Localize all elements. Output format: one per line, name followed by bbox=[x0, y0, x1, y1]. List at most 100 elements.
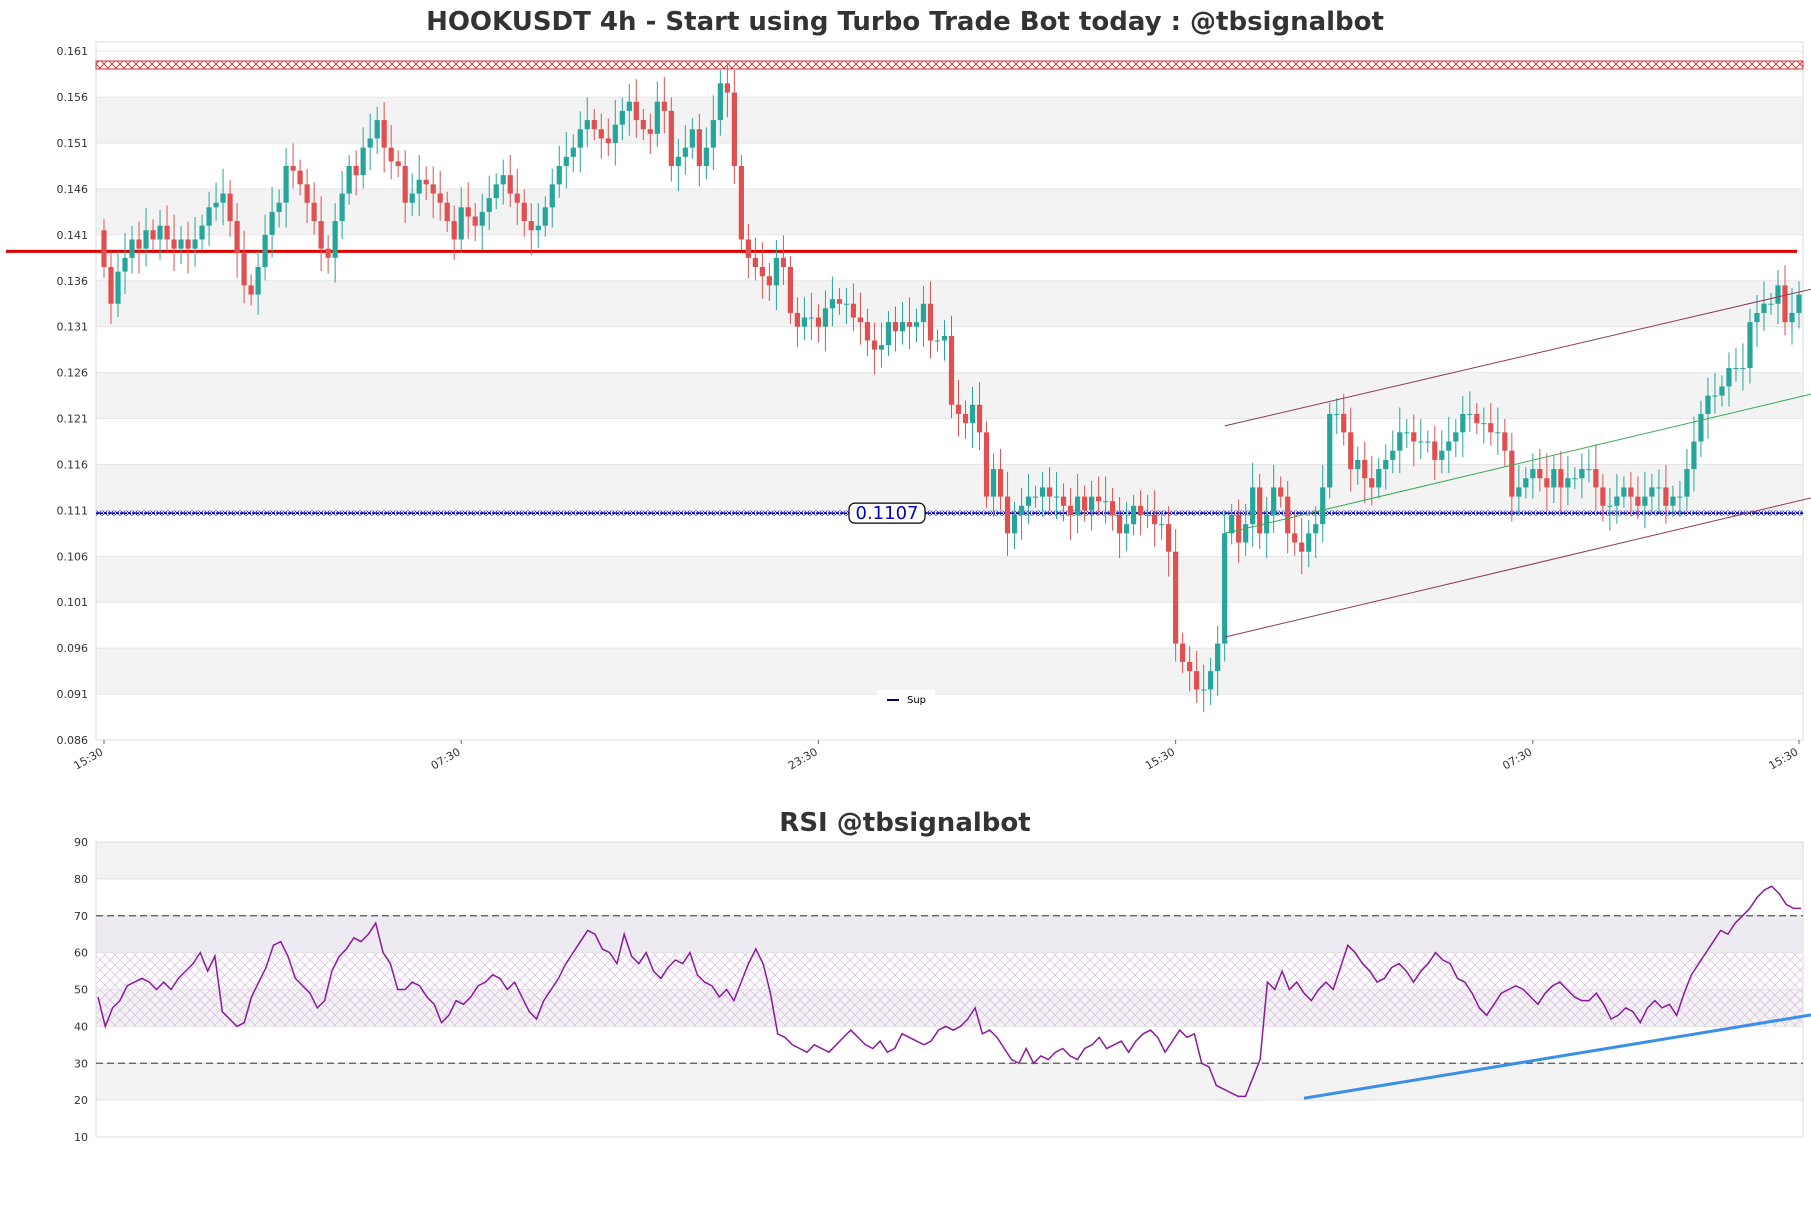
candle bbox=[1558, 451, 1564, 513]
candle-body bbox=[367, 138, 373, 148]
candle bbox=[1355, 446, 1361, 485]
candle bbox=[1039, 471, 1046, 517]
candle bbox=[290, 143, 296, 189]
candle-body bbox=[381, 120, 387, 148]
candle-body bbox=[1187, 661, 1193, 672]
candle bbox=[997, 448, 1004, 510]
candle-body bbox=[1095, 496, 1102, 502]
candle-body bbox=[892, 322, 899, 332]
candle-body bbox=[1607, 505, 1613, 507]
candle-body bbox=[1509, 450, 1515, 497]
candle bbox=[1411, 414, 1417, 467]
candle-body bbox=[626, 101, 632, 111]
candle-body bbox=[269, 211, 275, 235]
candle bbox=[213, 182, 219, 221]
background-band bbox=[96, 97, 1803, 144]
candle-body bbox=[1705, 395, 1711, 414]
rsi-y-tick-label: 30 bbox=[74, 1057, 88, 1070]
candle bbox=[1565, 455, 1571, 506]
candle-body bbox=[1530, 469, 1536, 479]
candle bbox=[1095, 476, 1102, 515]
candle-body bbox=[990, 469, 997, 497]
candle bbox=[976, 382, 983, 451]
main-chart-title: HOOKUSDT 4h - Start using Turbo Trade Bo… bbox=[426, 7, 1384, 37]
candle bbox=[1053, 471, 1060, 520]
candle bbox=[1481, 407, 1487, 444]
candle bbox=[1264, 497, 1270, 559]
candle bbox=[675, 138, 681, 191]
candle bbox=[108, 251, 114, 324]
candle bbox=[773, 239, 779, 311]
candle-body bbox=[1362, 459, 1368, 479]
candle-body bbox=[1691, 441, 1697, 470]
candle bbox=[1292, 513, 1298, 556]
candle bbox=[1088, 481, 1095, 531]
candle-body bbox=[1088, 496, 1095, 511]
candle bbox=[955, 379, 962, 437]
candle bbox=[1152, 490, 1158, 547]
candle-body bbox=[1004, 496, 1011, 534]
candle-body bbox=[395, 161, 401, 166]
rsi-background-band bbox=[96, 1063, 1803, 1101]
candle-body bbox=[1397, 432, 1403, 451]
candle-body bbox=[150, 230, 156, 240]
candle-body bbox=[101, 230, 107, 268]
candle bbox=[374, 106, 380, 155]
candle bbox=[255, 251, 261, 315]
candle bbox=[1460, 396, 1466, 458]
candle-body bbox=[213, 202, 219, 208]
candle bbox=[465, 182, 471, 240]
candle bbox=[1593, 444, 1599, 510]
candle bbox=[1432, 425, 1438, 481]
candle-body bbox=[850, 303, 857, 318]
candle bbox=[1369, 455, 1375, 506]
candle bbox=[990, 453, 997, 517]
candle bbox=[129, 226, 135, 274]
candle-body bbox=[633, 101, 639, 121]
y-tick-label: 0.136 bbox=[57, 275, 89, 288]
candle-body bbox=[493, 184, 499, 199]
background-band bbox=[96, 188, 1803, 235]
rsi-chart-area: 90 80 70 60 50 40 30 20 10 bbox=[74, 836, 1811, 1144]
candle-body bbox=[255, 267, 261, 295]
candle-body bbox=[164, 225, 170, 240]
candle-body bbox=[1159, 524, 1165, 526]
candle-body bbox=[1060, 496, 1067, 506]
candle bbox=[1796, 281, 1802, 329]
candle-body bbox=[444, 202, 450, 222]
candle-body bbox=[1355, 459, 1361, 470]
candle-body bbox=[311, 202, 317, 222]
candle bbox=[1719, 375, 1725, 407]
candle bbox=[528, 203, 534, 256]
rsi-y-tick-label: 70 bbox=[74, 910, 88, 923]
candle bbox=[1060, 483, 1067, 522]
candle-body bbox=[801, 317, 808, 327]
candle bbox=[1397, 407, 1403, 474]
candle bbox=[199, 214, 205, 251]
candle bbox=[1516, 464, 1522, 515]
candle bbox=[1046, 467, 1053, 510]
candle-body bbox=[1306, 533, 1312, 552]
candle-body bbox=[192, 239, 198, 249]
candle bbox=[913, 308, 920, 343]
candle bbox=[486, 175, 492, 230]
channel-upper-line bbox=[1224, 288, 1811, 427]
candle-body bbox=[1586, 469, 1592, 471]
candle-body bbox=[563, 156, 569, 166]
candle-body bbox=[283, 165, 289, 203]
candle bbox=[360, 127, 366, 189]
candle-body bbox=[402, 165, 408, 203]
candle bbox=[899, 301, 906, 345]
rsi-plot-frame bbox=[95, 841, 1804, 1138]
candle-body bbox=[815, 317, 822, 327]
rsi-background-band bbox=[96, 842, 1803, 879]
candle bbox=[381, 102, 387, 173]
candle bbox=[311, 182, 317, 235]
candle bbox=[1320, 464, 1326, 543]
candle-body bbox=[1628, 487, 1634, 497]
candle bbox=[1474, 402, 1480, 435]
candle bbox=[437, 171, 443, 221]
candle-body bbox=[871, 340, 878, 350]
candle-body bbox=[703, 147, 709, 166]
candle-body bbox=[1467, 413, 1473, 415]
